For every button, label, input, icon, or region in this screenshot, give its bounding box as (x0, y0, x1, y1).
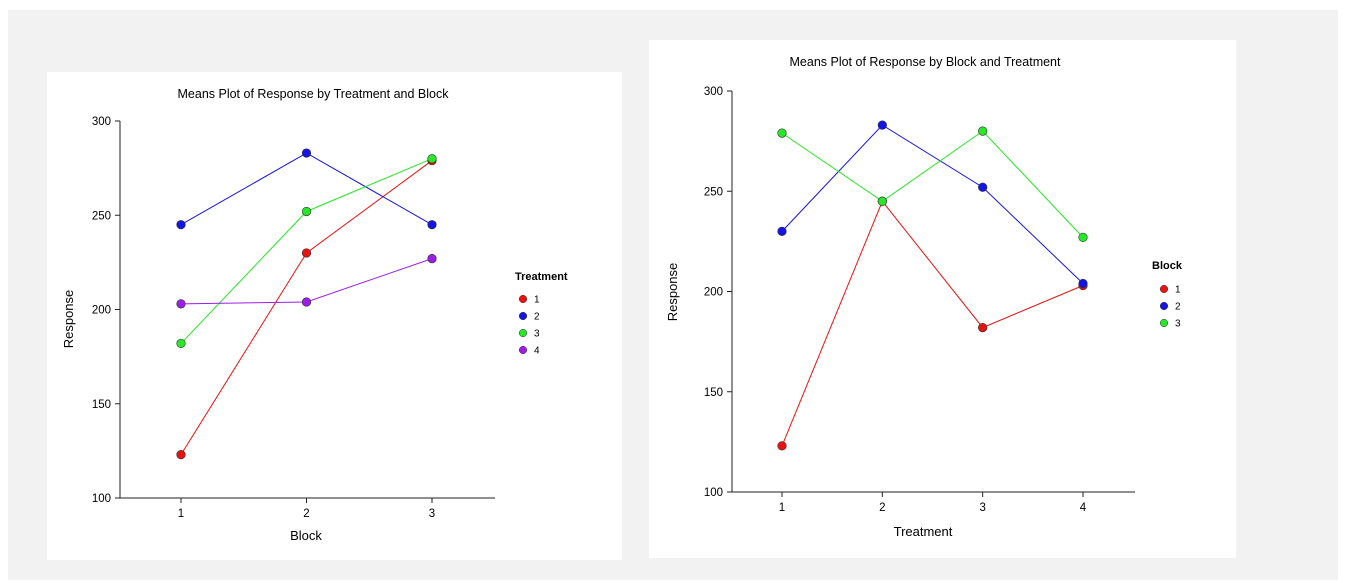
legend-label-1: 1 (1175, 285, 1181, 296)
chart-panel-block-treatment: Means Plot of Response by Block and Trea… (649, 40, 1236, 558)
legend-marker-1 (518, 294, 528, 304)
y-axis-label: Response (665, 263, 680, 322)
legend-label-2: 2 (1175, 302, 1181, 313)
x-tick-label: 4 (1080, 502, 1087, 514)
chart-title: Means Plot of Response by Treatment and … (178, 87, 450, 101)
series-2-point (427, 220, 437, 230)
x-axis-label: Block (290, 528, 322, 543)
series-1-line (781, 200, 1084, 447)
legend-marker-1 (1159, 284, 1169, 294)
y-tick-label: 300 (704, 86, 723, 98)
series-2-point (176, 220, 186, 230)
series-4-point (301, 297, 312, 307)
legend-marker-2 (518, 311, 528, 321)
series-3-point (301, 206, 312, 217)
x-tick-label: 3 (979, 502, 985, 514)
legend-label-2: 2 (534, 312, 540, 323)
series-4-line (180, 258, 433, 305)
legend-title: Block (1152, 260, 1183, 272)
means-plot-treatment-block: Means Plot of Response by Treatment and … (61, 87, 568, 543)
y-tick-label: 150 (92, 399, 111, 411)
x-tick-label: 2 (303, 508, 309, 520)
legend-label-3: 3 (1175, 319, 1181, 330)
legend-marker-4 (518, 345, 528, 355)
series-2-point (1078, 278, 1088, 289)
series-3-line (781, 130, 1084, 238)
series-4-point (176, 299, 186, 309)
x-tick-label: 2 (879, 502, 885, 514)
means-plot-block-treatment: Means Plot of Response by Block and Trea… (665, 55, 1183, 539)
chart-title: Means Plot of Response by Block and Trea… (790, 55, 1062, 69)
y-tick-label: 250 (704, 186, 723, 198)
legend-label-1: 1 (534, 295, 540, 306)
legend-label-4: 4 (534, 346, 540, 357)
series-3-point (777, 128, 787, 138)
x-tick-label: 3 (429, 508, 435, 520)
series-2-point (301, 148, 312, 158)
y-tick-label: 200 (704, 287, 723, 299)
series-1-line (180, 160, 433, 455)
series-3-point (427, 154, 437, 164)
series-1-point (978, 322, 988, 333)
series-3-point (1078, 232, 1088, 242)
series-2-point (978, 182, 988, 192)
series-1-point (301, 248, 312, 258)
x-axis-label: Treatment (894, 524, 953, 539)
x-tick-label: 1 (779, 502, 785, 514)
legend-marker-3 (1159, 318, 1169, 328)
series-2-point (777, 226, 787, 236)
report-canvas: Means Plot of Response by Treatment and … (8, 10, 1338, 580)
series-1-point (777, 441, 787, 451)
legend-label-3: 3 (534, 329, 540, 340)
chart-panel-treatment-block: Means Plot of Response by Treatment and … (47, 72, 622, 560)
y-tick-label: 300 (92, 116, 111, 128)
series-3-point (978, 126, 988, 136)
y-tick-label: 100 (704, 487, 723, 499)
legend-title: Treatment (515, 271, 568, 283)
series-1-point (176, 450, 186, 460)
y-tick-label: 200 (92, 305, 111, 317)
y-axis-label: Response (61, 290, 76, 349)
y-tick-label: 150 (704, 387, 723, 399)
legend-marker-3 (518, 328, 528, 338)
legend-marker-2 (1159, 301, 1169, 311)
series-3-point (176, 338, 186, 349)
series-3-point (877, 196, 887, 206)
x-tick-label: 1 (178, 508, 184, 520)
series-2-line (781, 124, 1084, 284)
series-4-point (427, 254, 437, 264)
series-2-point (877, 120, 887, 130)
y-tick-label: 100 (92, 493, 111, 505)
y-tick-label: 250 (92, 210, 111, 222)
